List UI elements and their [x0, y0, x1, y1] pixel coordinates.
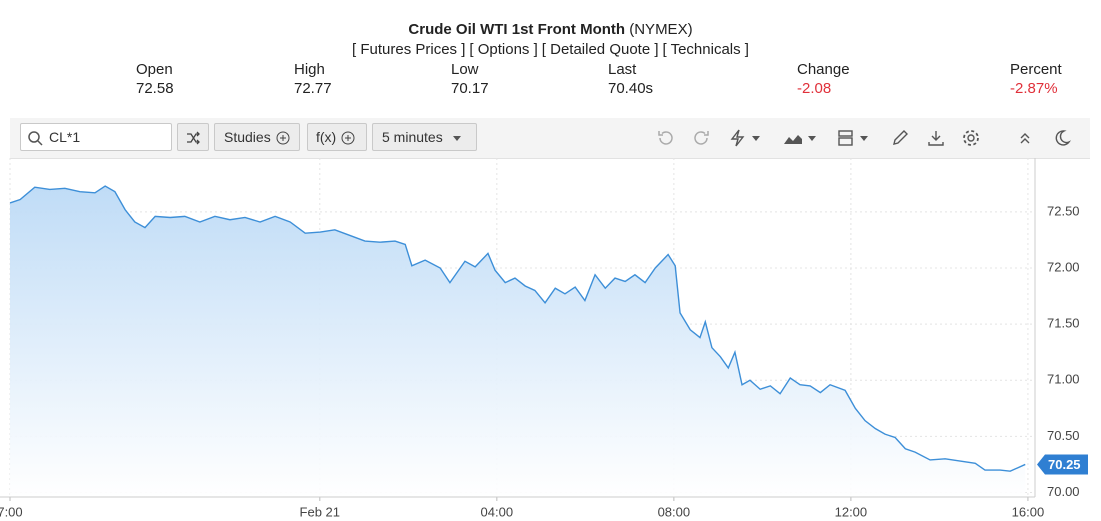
- redo-icon[interactable]: [692, 128, 712, 148]
- search-icon: [28, 131, 43, 146]
- stat-label: Low: [451, 61, 479, 78]
- function-label: f(x): [316, 129, 337, 145]
- plus-icon: [276, 131, 290, 145]
- chart-type-icon[interactable]: [782, 128, 820, 148]
- download-icon[interactable]: [926, 128, 946, 148]
- y-tick-label: 71.00: [1047, 372, 1080, 387]
- function-button[interactable]: f(x): [307, 123, 367, 151]
- stat-value: 72.58: [136, 80, 174, 97]
- axes: 70.00 70.50 71.00 71.50 72.00 72.50 7:00 Feb 21…: [0, 158, 1088, 519]
- symbol: CL*1: [49, 129, 81, 145]
- x-tick-label: 12:00: [835, 504, 868, 519]
- compare-button[interactable]: [177, 123, 209, 151]
- line: [9, 185, 1026, 472]
- y-tick-label: 72.50: [1047, 203, 1080, 218]
- studies-button[interactable]: Studies: [214, 123, 300, 151]
- stat: Last 70.40s: [608, 60, 653, 98]
- link[interactable]: [ Options ]: [469, 41, 538, 58]
- stat-label: Last: [608, 61, 637, 78]
- flash-icon[interactable]: [728, 128, 764, 148]
- symbol-search[interactable]: CL*1: [20, 123, 172, 151]
- y-tick-label: 70.00: [1047, 484, 1080, 499]
- chart: 70.00 70.50 71.00 71.50 72.00 72.50 7:00 Feb 21…: [0, 158, 1088, 519]
- collapse-icon[interactable]: [1015, 128, 1035, 148]
- stat-label: Change: [797, 61, 850, 78]
- stat-label: Open: [136, 61, 173, 78]
- x-tick-label: 7:00: [0, 504, 23, 519]
- plot: [9, 185, 1026, 497]
- stat-label: High: [294, 61, 325, 78]
- title: Crude Oil WTI 1st Front Month (NYMEX): [0, 21, 1101, 38]
- toolbar: CL*1 Studies f(x) 5 minutes: [10, 118, 1090, 159]
- y-tick-label: 70.50: [1047, 428, 1080, 443]
- studies-label: Studies: [224, 129, 271, 145]
- layout-icon[interactable]: [836, 128, 872, 148]
- stat: Change -2.08: [797, 60, 850, 98]
- draw-icon[interactable]: [890, 128, 910, 148]
- stat-label: Percent: [1010, 61, 1062, 78]
- links: [ Futures Prices ][ Options ][ Detailed …: [0, 41, 1101, 58]
- x-tick-label: 04:00: [481, 504, 514, 519]
- y-tick-label: 71.50: [1047, 316, 1080, 331]
- stat: Percent -2.87%: [1010, 60, 1062, 98]
- shuffle-icon: [187, 131, 200, 145]
- link[interactable]: [ Technicals ]: [662, 41, 749, 58]
- stat: Low 70.17: [451, 60, 489, 98]
- undo-icon[interactable]: [655, 128, 675, 148]
- stat-value: -2.87%: [1010, 80, 1058, 97]
- last-price-flag: [1037, 454, 1088, 475]
- link[interactable]: [ Futures Prices ]: [352, 41, 466, 58]
- stat: High 72.77: [294, 60, 332, 98]
- link[interactable]: [ Detailed Quote ]: [541, 41, 659, 58]
- stat-value: 70.17: [451, 80, 489, 97]
- settings-icon[interactable]: [961, 128, 981, 148]
- x-tick-label: Feb 21: [300, 504, 340, 519]
- interval-label: 5 minutes: [382, 129, 443, 145]
- plus-icon: [341, 131, 355, 145]
- last-price-label: 70.25: [1048, 457, 1081, 472]
- x-tick-label: 08:00: [658, 504, 691, 519]
- area: [10, 186, 1026, 497]
- instrument-name: Crude Oil WTI 1st Front Month: [408, 21, 626, 38]
- x-tick-label: 16:00: [1012, 504, 1045, 519]
- theme-icon[interactable]: [1052, 128, 1072, 148]
- stat: Open 72.58: [136, 60, 174, 98]
- interval-button[interactable]: 5 minutes: [372, 123, 477, 151]
- y-tick-label: 72.00: [1047, 259, 1080, 274]
- exchange: (NYMEX): [629, 21, 693, 38]
- caret-icon: [452, 136, 461, 142]
- stat-value: 72.77: [294, 80, 332, 97]
- stat-value: -2.08: [797, 80, 832, 97]
- stat-value: 70.40s: [608, 80, 654, 97]
